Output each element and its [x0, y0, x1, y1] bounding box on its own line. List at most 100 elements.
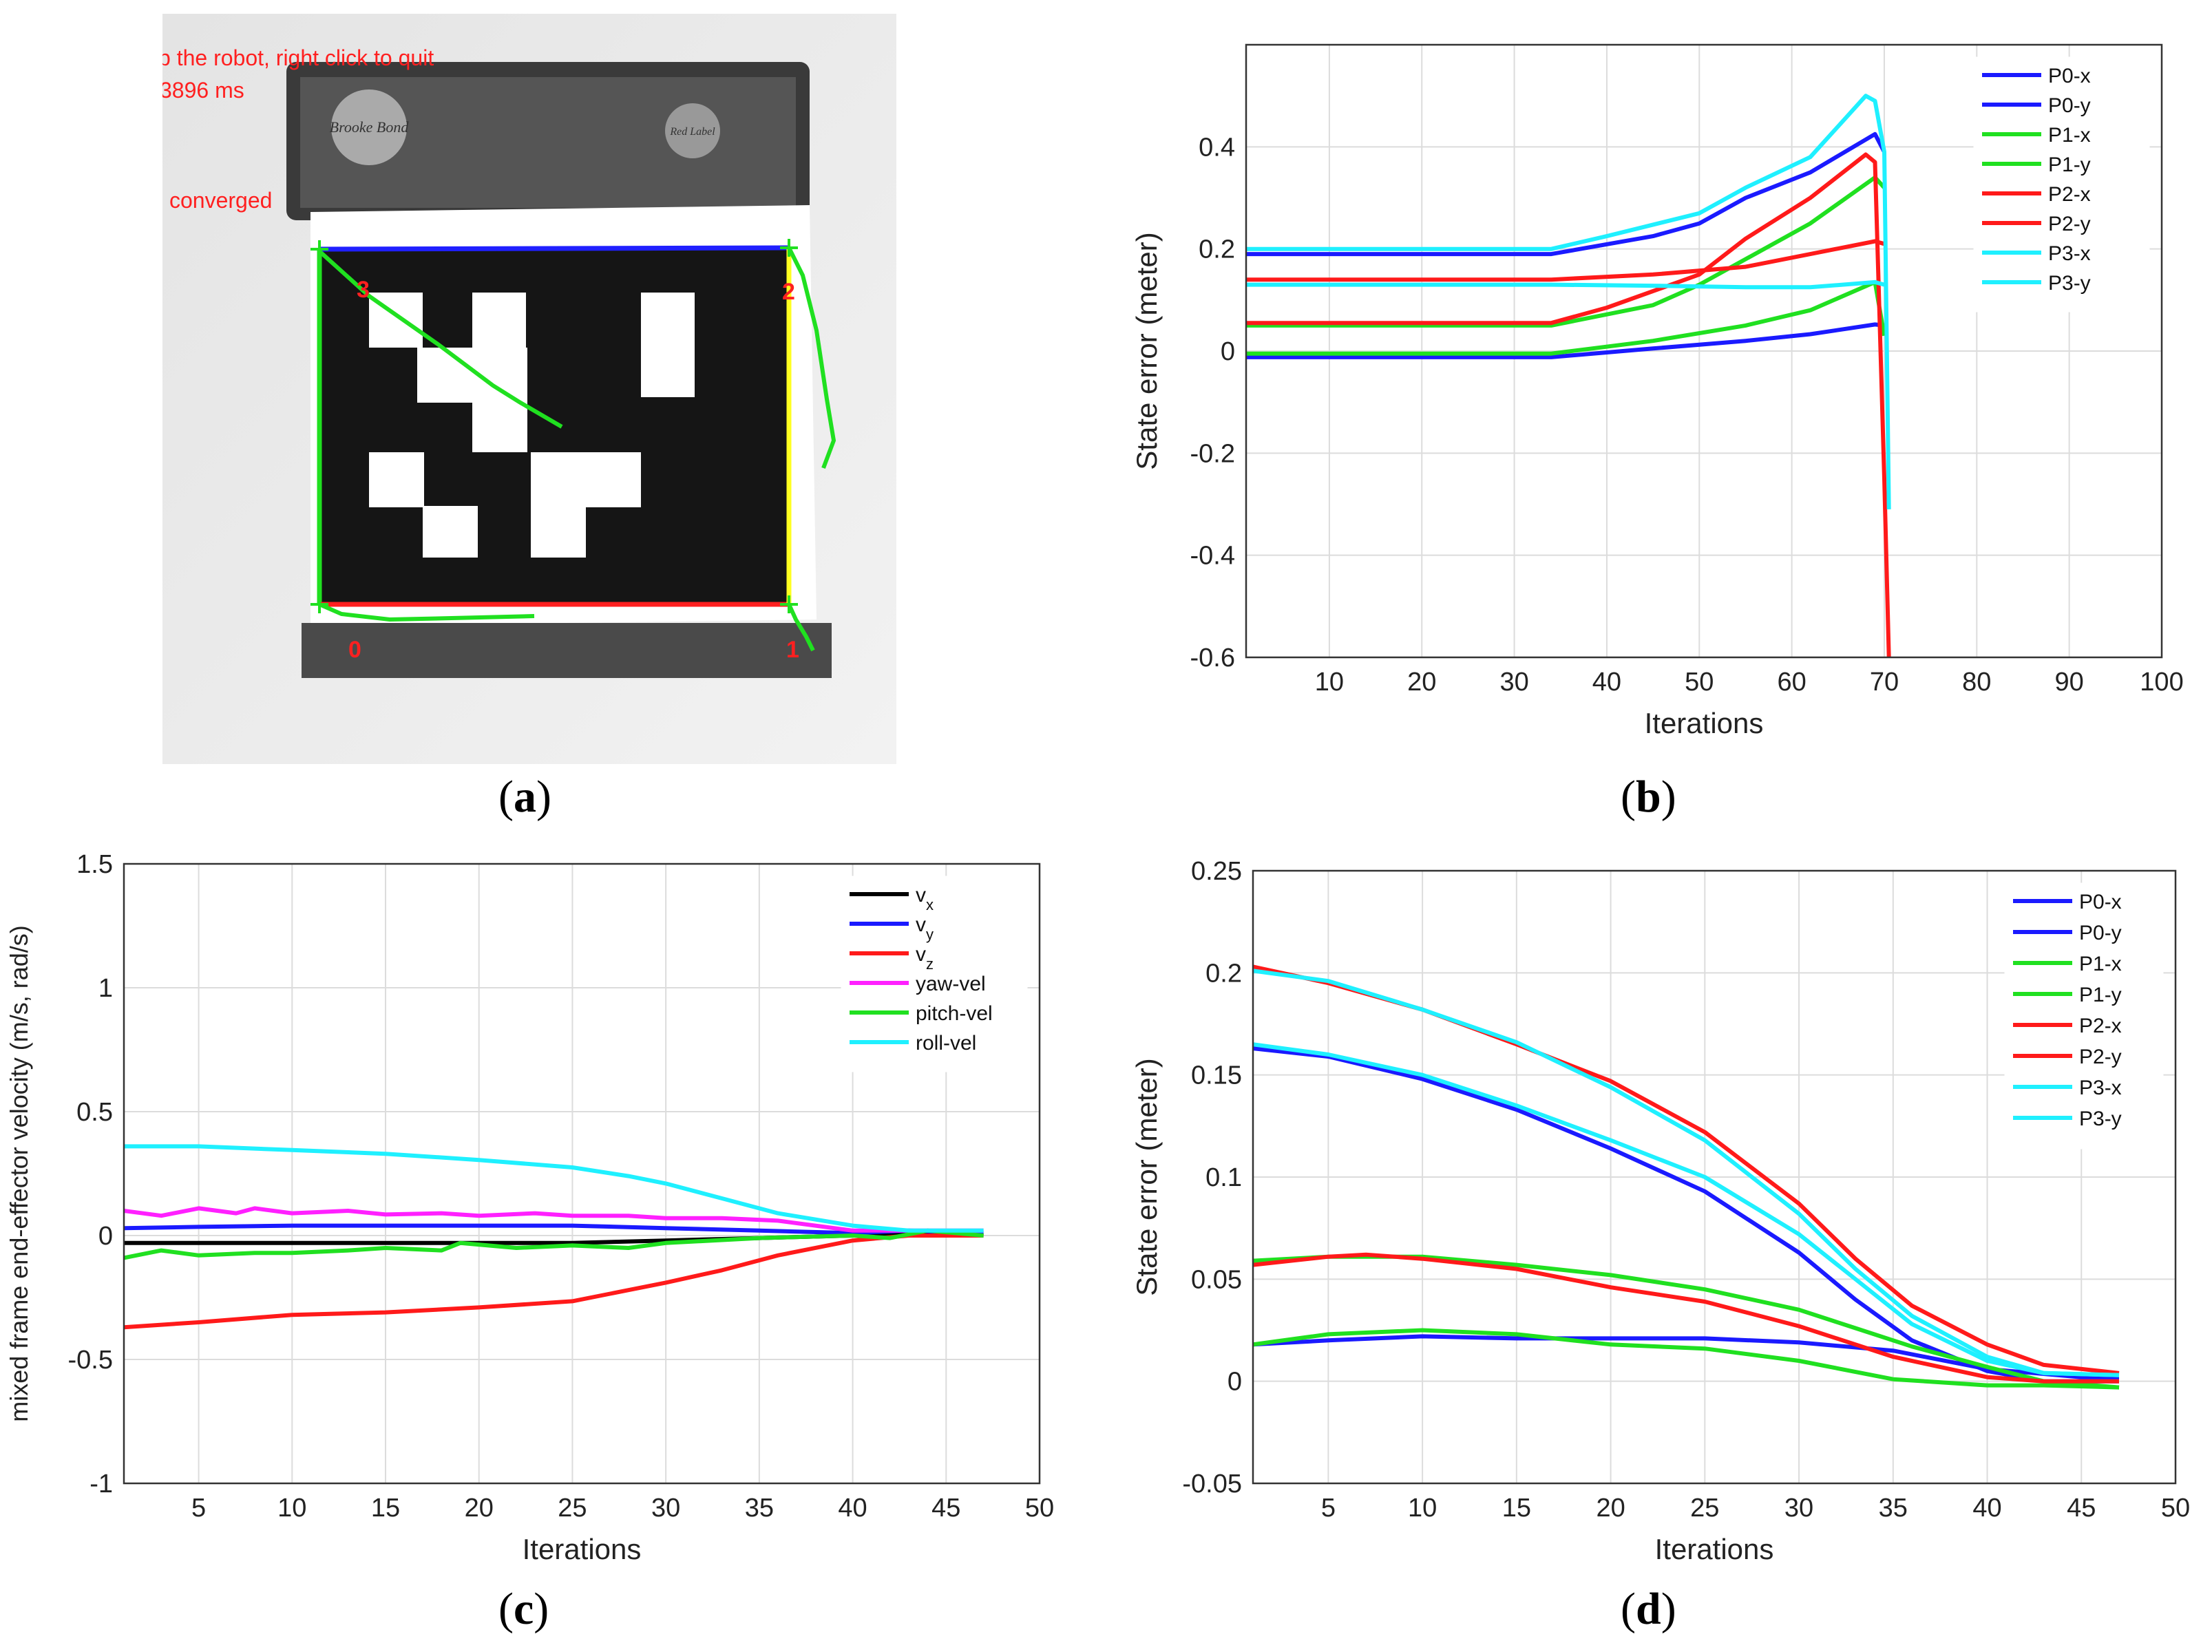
chart-c-ytick-3: 0.5 — [76, 1098, 113, 1127]
caption-a: (a) — [498, 772, 551, 822]
chart-c-ytick-4: 1 — [98, 974, 113, 1003]
overlay-time: 3896 ms — [162, 78, 244, 103]
chart-d-xtick-8: 45 — [2067, 1494, 2096, 1523]
chart-b-xtick-0: 10 — [1315, 668, 1344, 697]
edge-blue — [319, 245, 790, 252]
chart-c-xtick-9: 50 — [1025, 1494, 1054, 1523]
chart-c-ylabel: mixed frame end-effector velocity (m/s, … — [5, 925, 33, 1422]
box-bottom — [302, 623, 832, 678]
chart-b-series-3 — [1246, 175, 1886, 328]
chart-d-legend — [2004, 882, 2164, 1150]
corner-label-0: 0 — [348, 637, 361, 663]
chart-d-series-6 — [1253, 1042, 2120, 1377]
overlay-instruction: p the robot, right click to quit — [162, 45, 434, 70]
chart-c-xtick-7: 40 — [838, 1494, 867, 1523]
corner-label-3: 3 — [357, 277, 370, 303]
corner-label-2: 2 — [782, 279, 795, 305]
chart-b-xtick-8: 90 — [2055, 668, 2084, 697]
overlay-status: converged — [169, 188, 272, 213]
chart-c-legend — [841, 876, 1028, 1072]
chart-d-ytick-6: 0.25 — [1191, 857, 1242, 886]
chart-d-xtick-1: 10 — [1408, 1494, 1437, 1523]
feature-trajectories — [317, 246, 836, 652]
chart-c-xtick-0: 5 — [191, 1494, 206, 1523]
chart-b-legend-label-6: P3-x — [2048, 242, 2091, 265]
chart-d-series-1 — [1253, 1046, 2119, 1384]
chart-d-ytick-1: 0 — [1228, 1368, 1242, 1397]
marker-photo: Brooke Bond Red Label 0 1 2 3 p the robo… — [162, 14, 896, 764]
chart-b-ytick-3: 0 — [1221, 337, 1235, 366]
chart-d-legend-label-2: P1-x — [2079, 953, 2122, 975]
corner-markers — [310, 239, 798, 613]
chart-b-ytick-4: 0.2 — [1199, 235, 1235, 264]
chart-b-legend-label-5: P2-y — [2048, 213, 2091, 235]
chart-b-xtick-1: 20 — [1407, 668, 1436, 697]
chart-d-ytick-3: 0.1 — [1205, 1163, 1242, 1192]
chart-d-series-0 — [1253, 1334, 2119, 1379]
chart-d-xlabel: Iterations — [1655, 1533, 1774, 1565]
chart-b-ytick-5: 0.4 — [1199, 133, 1235, 162]
chart-b-xtick-4: 50 — [1685, 668, 1714, 697]
chart-c-ytick-5: 1.5 — [76, 850, 113, 879]
chart-b-series-7 — [1246, 94, 1891, 509]
chart-d-xtick-3: 20 — [1596, 1494, 1625, 1523]
chart-c-legend-label-3: yaw-vel — [916, 973, 986, 995]
chart-c-xtick-5: 30 — [651, 1494, 680, 1523]
chart-b-series-0 — [1246, 322, 1885, 359]
chart-c-ytick-1: -0.5 — [68, 1346, 113, 1375]
chart-d-legend-label-7: P3-y — [2079, 1108, 2122, 1130]
chart-b-legend-label-4: P2-x — [2048, 183, 2091, 206]
chart-d-legend-label-4: P2-x — [2079, 1015, 2122, 1037]
caption-d: (d) — [1621, 1584, 1676, 1634]
chart-b-legend — [1973, 56, 2150, 313]
chart-d-axes-box — [1252, 869, 2177, 1485]
chart-b-legend-label-1: P0-y — [2048, 94, 2091, 117]
chart-d-legend-label-5: P2-y — [2079, 1046, 2122, 1068]
chart-d-legend-label-3: P1-y — [2079, 984, 2122, 1006]
chart-b-xtick-6: 70 — [1870, 668, 1899, 697]
chart-c-legend-label-5: roll-vel — [916, 1032, 976, 1055]
chart-d-ytick-2: 0.05 — [1191, 1265, 1242, 1294]
chart-d-series-7 — [1253, 968, 2120, 1377]
chart-d-xtick-6: 35 — [1879, 1494, 1908, 1523]
chart-b-ytick-0: -0.6 — [1190, 644, 1235, 673]
chart-c-series-3 — [124, 1206, 984, 1233]
chart-c: 5 10 15 20 25 30 35 40 45 50-1-0.500.511.5vxvyvzy… — [5, 850, 1054, 1565]
chart-c-xtick-2: 15 — [371, 1494, 400, 1523]
chart-c-legend-label-4: pitch-vel — [916, 1002, 993, 1025]
chart-b-xtick-2: 30 — [1499, 668, 1528, 697]
chart-d-xtick-4: 25 — [1690, 1494, 1719, 1523]
chart-b-series-6 — [1246, 279, 1885, 290]
chart-c-xtick-8: 45 — [931, 1494, 960, 1523]
chart-b-xtick-5: 60 — [1777, 668, 1806, 697]
corner-label-1: 1 — [786, 637, 799, 663]
chart-d-xtick-7: 40 — [1972, 1494, 2001, 1523]
chart-b-series-4 — [1246, 239, 1885, 282]
chart-d-legend-label-1: P0-y — [2079, 922, 2122, 944]
chart-b-axes-box — [1245, 43, 2163, 659]
logo-text-1: Brooke Bond — [330, 118, 410, 136]
chart-b-xtick-3: 40 — [1592, 668, 1621, 697]
chart-c-series-5 — [124, 1144, 984, 1233]
chart-b-legend-label-7: P3-y — [2048, 272, 2091, 295]
logo-text-2: Red Label — [669, 126, 715, 138]
chart-b-legend-label-2: P1-x — [2048, 124, 2091, 147]
chart-d-xtick-9: 50 — [2161, 1494, 2190, 1523]
chart-d-ytick-4: 0.15 — [1191, 1061, 1242, 1090]
chart-b-legend-label-3: P1-y — [2048, 153, 2091, 176]
chart-d-ytick-0: -0.05 — [1182, 1470, 1242, 1499]
chart-c-xlabel: Iterations — [523, 1533, 642, 1565]
chart-b-legend-label-0: P0-x — [2048, 65, 2091, 87]
chart-d-series-3 — [1253, 1328, 2120, 1390]
chart-d-xtick-2: 15 — [1502, 1494, 1531, 1523]
chart-b-xtick-9: 100 — [2140, 668, 2183, 697]
chart-b: 10 20 30 40 50 60 70 80 90 100 -0.6 -0.4 -0.2 0 0.2 0.4… — [1130, 43, 2184, 739]
chart-d-legend-label-6: P3-x — [2079, 1077, 2122, 1099]
chart-b-series-1 — [1246, 131, 1886, 257]
chart-c-xtick-4: 25 — [558, 1494, 587, 1523]
chart-c-series-4 — [124, 1228, 984, 1260]
logo-brooke-bond — [331, 89, 407, 165]
chart-b-ytick-1: -0.4 — [1190, 542, 1235, 571]
chart-b-xtick-7: 80 — [1962, 668, 1991, 697]
chart-d-legend-label-0: P0-x — [2079, 891, 2122, 913]
